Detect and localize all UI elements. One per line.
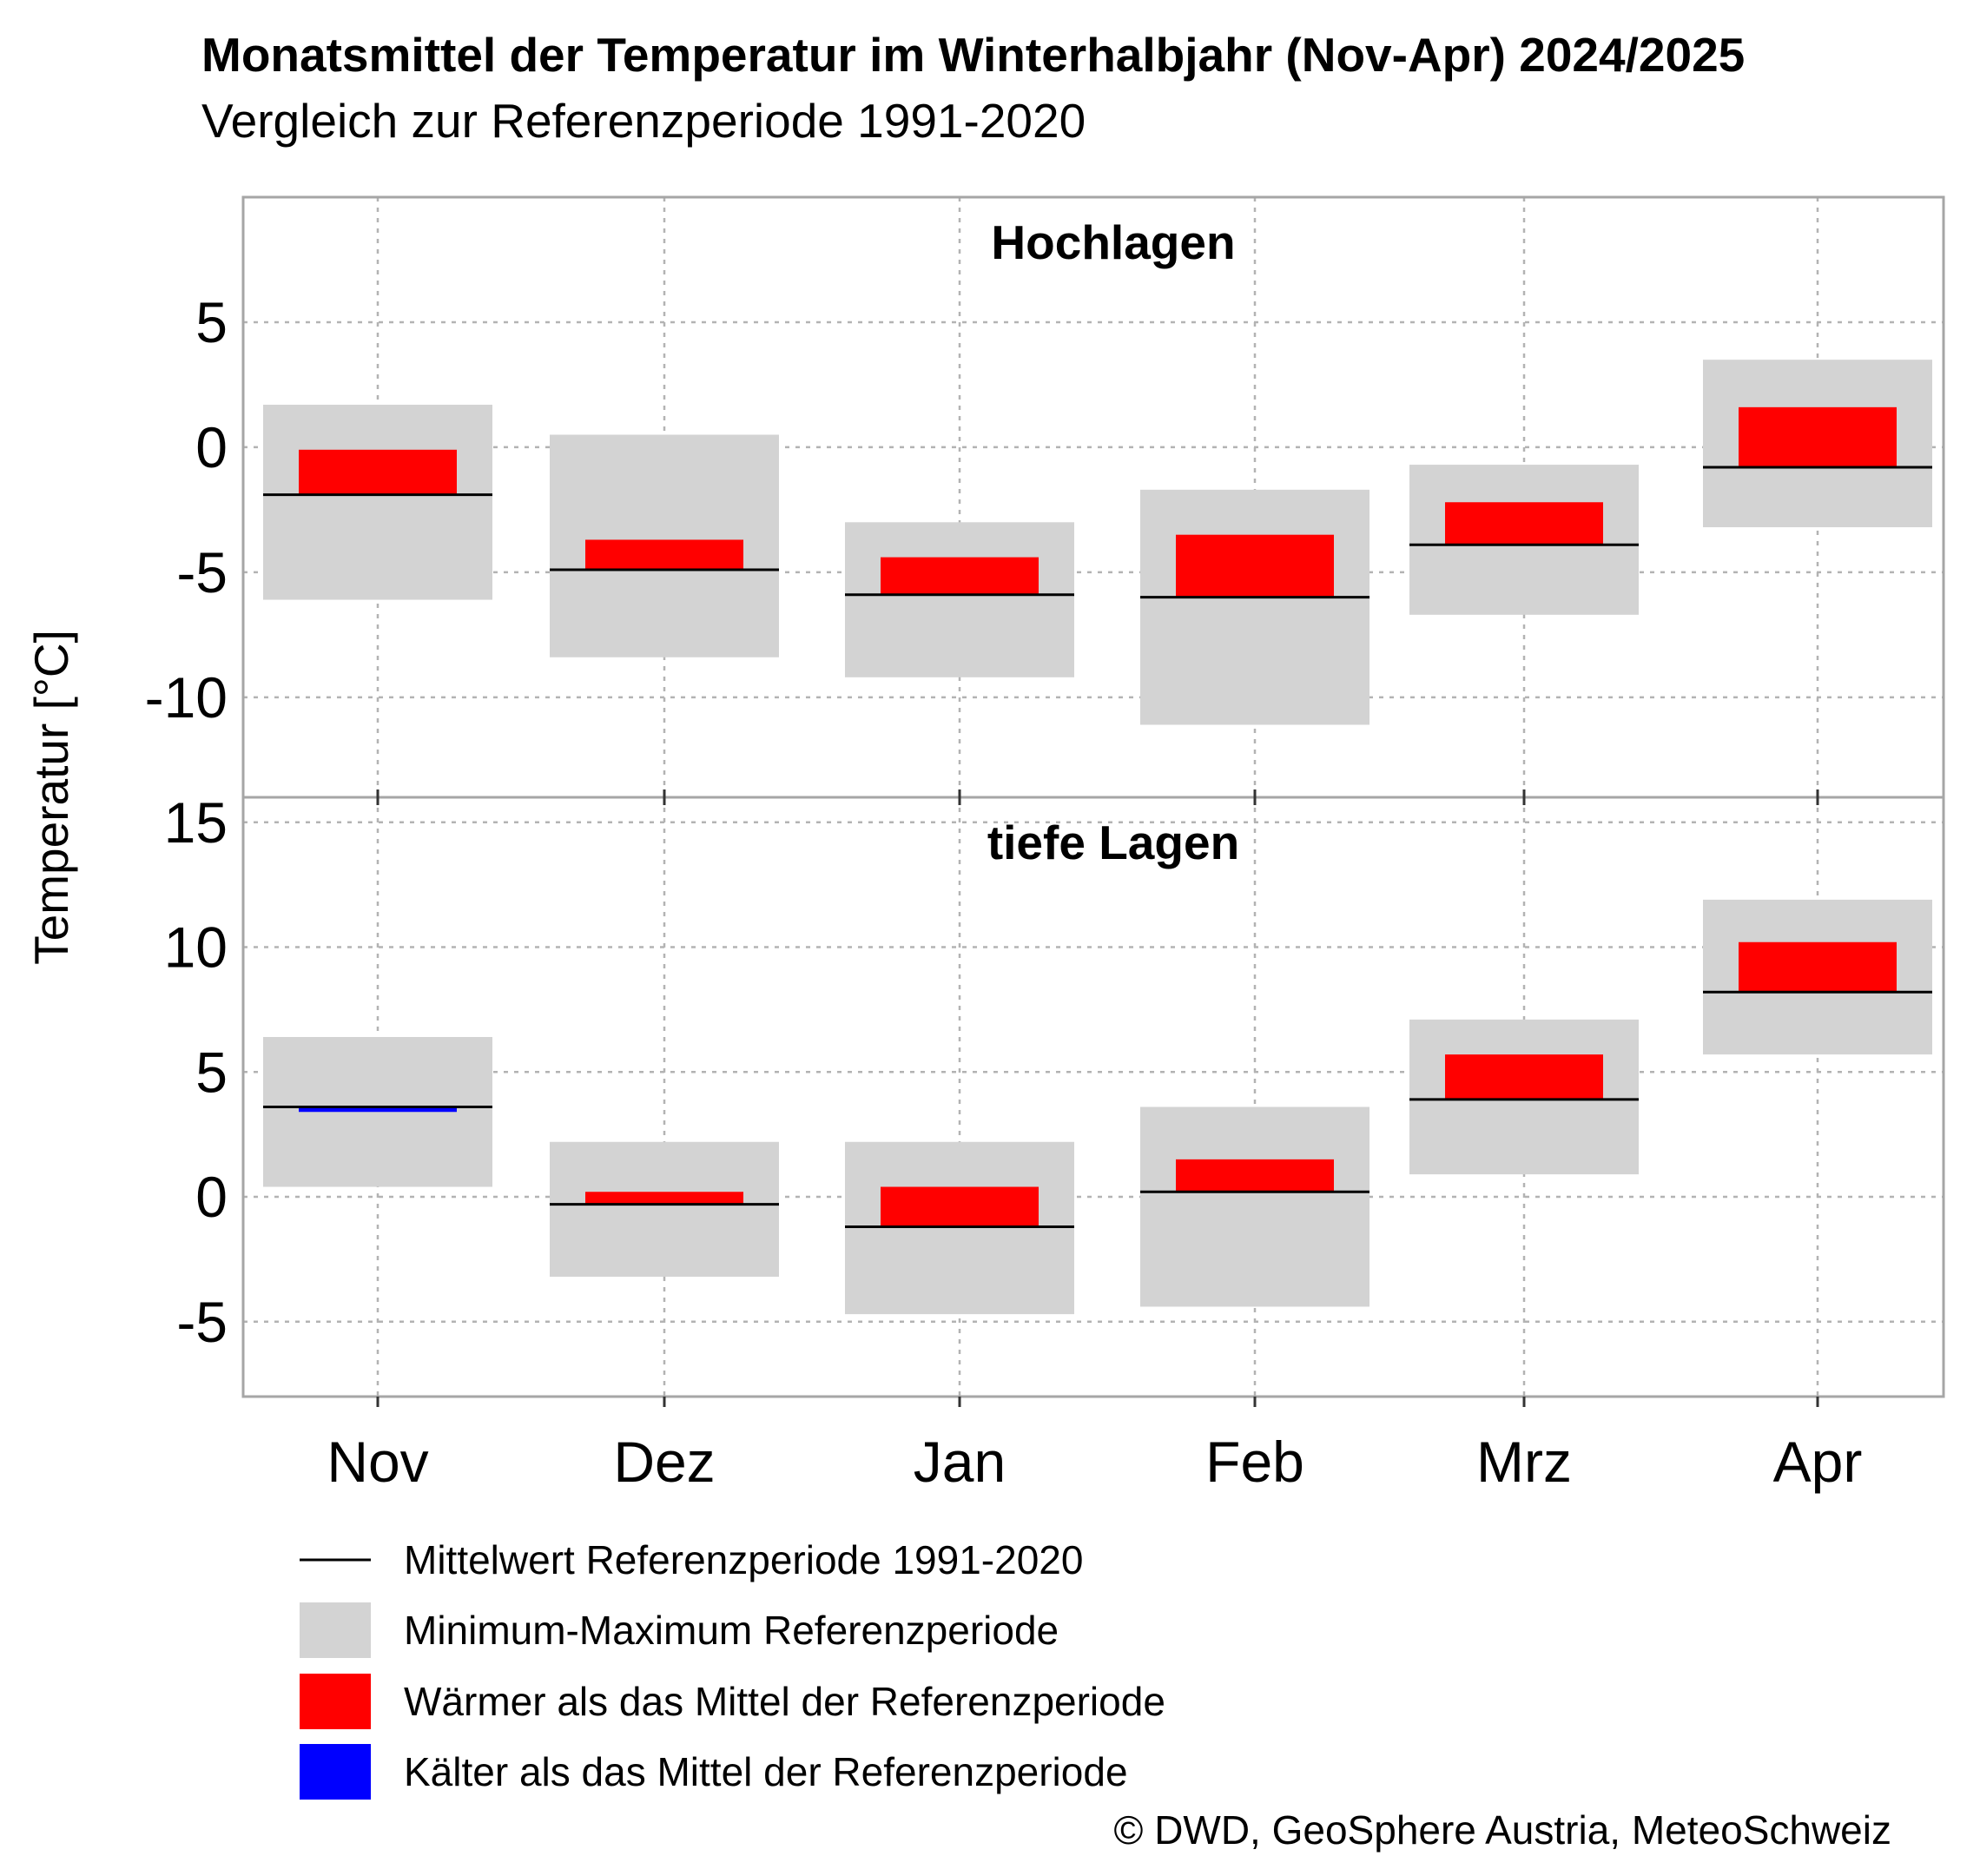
warmer-bar-mrz [1445,502,1603,545]
chart-title: Monatsmittel der Temperatur im Winterhal… [201,28,1745,82]
plot-area: -10 -5 0 5 Hochlagen -5 0 5 10 15 tiefe Lagen Nov De… [145,195,1945,1494]
range-box-feb [1140,1106,1370,1307]
panel-frame [241,796,1945,1398]
y-tick-label: 0 [195,415,228,479]
range-box-nov [263,404,492,600]
range-box-jan [845,522,1074,677]
legend-item: Kälter als das Mittel der Referenzperiod… [300,1744,1128,1800]
warmer-bar-feb [1176,1159,1334,1192]
panel-title: Hochlagen [991,215,1235,269]
warmer-bar-dez [585,1192,743,1205]
colder-bar-nov [299,1106,457,1113]
panel-frame [241,195,1945,799]
y-tick-label: 10 [164,915,228,980]
range-box-dez [550,1141,779,1277]
y-axis-title: Temperatur [°C] [24,630,78,965]
x-tick-label-apr: Apr [1773,1430,1863,1494]
legend-swatch-box [300,1674,371,1729]
range-box-feb [1140,489,1370,725]
legend-item: Minimum-Maximum Referenzperiode [300,1602,1059,1658]
legend-item: Wärmer als das Mittel der Referenzperiod… [300,1674,1165,1729]
panel-hochlagen: -10 -5 0 5 Hochlagen [145,195,1945,799]
legend-label: Mittelwert Referenzperiode 1991-2020 [404,1537,1083,1582]
y-tick-label: -5 [176,1290,228,1354]
copyright-text: © DWD, GeoSphere Austria, MeteoSchweiz [1114,1807,1891,1853]
warmer-bar-dez [585,539,743,570]
y-tick-label: -10 [145,665,228,730]
x-tick-label-jan: Jan [914,1430,1006,1494]
chart-subtitle: Vergleich zur Referenzperiode 1991-2020 [201,94,1086,148]
warmer-bar-jan [881,557,1039,595]
x-tick-label-mrz: Mrz [1476,1430,1572,1494]
warmer-bar-apr [1739,406,1897,467]
y-tick-label: -5 [176,540,228,604]
y-tick-label: 5 [195,290,228,354]
legend-label: Wärmer als das Mittel der Referenzperiod… [404,1679,1165,1724]
warmer-bar-nov [299,449,457,495]
x-tick-label-dez: Dez [613,1430,715,1494]
legend-label: Minimum-Maximum Referenzperiode [404,1608,1059,1653]
legend-swatch-box [300,1744,371,1800]
y-tick-label: 15 [164,790,228,855]
warmer-bar-mrz [1445,1054,1603,1100]
panel-title: tiefe Lagen [987,816,1239,869]
legend-swatch-box [300,1602,371,1658]
y-tick-label: 0 [195,1165,228,1229]
legend: Mittelwert Referenzperiode 1991-2020 Mini… [300,1537,1165,1800]
warmer-bar-feb [1176,534,1334,598]
legend-label: Kälter als das Mittel der Referenzperiod… [404,1749,1128,1794]
x-tick-label-feb: Feb [1205,1430,1304,1494]
warmer-bar-jan [881,1186,1039,1227]
warmer-bar-apr [1739,941,1897,993]
x-tick-label-nov: Nov [327,1430,428,1494]
panel-tiefe-lagen: -5 0 5 10 15 tiefe Lagen [164,790,1945,1398]
y-tick-label: 5 [195,1040,228,1104]
legend-item: Mittelwert Referenzperiode 1991-2020 [300,1537,1083,1582]
